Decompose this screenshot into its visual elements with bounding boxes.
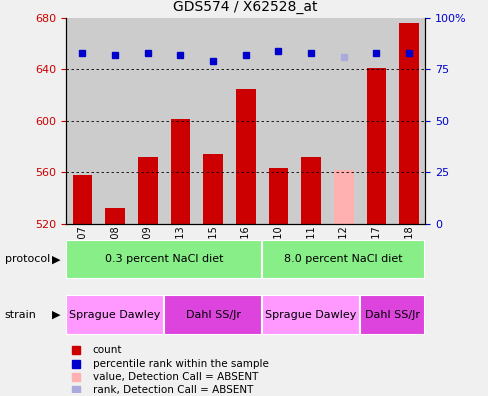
Bar: [235, 89, 255, 224]
Bar: [138, 157, 157, 224]
Text: ▶: ▶: [52, 310, 61, 320]
Bar: [170, 120, 190, 224]
Bar: [66, 18, 99, 224]
Bar: [196, 18, 229, 224]
Text: Dahl SS/Jr: Dahl SS/Jr: [365, 310, 419, 320]
Bar: [294, 18, 327, 224]
Bar: [262, 295, 359, 335]
Text: ▶: ▶: [52, 254, 61, 265]
Text: Sprague Dawley: Sprague Dawley: [265, 310, 356, 320]
Text: count: count: [93, 345, 122, 355]
Bar: [262, 18, 294, 224]
Bar: [333, 169, 353, 224]
Text: percentile rank within the sample: percentile rank within the sample: [93, 359, 268, 369]
Text: 0.3 percent NaCl diet: 0.3 percent NaCl diet: [104, 254, 223, 265]
Bar: [229, 18, 262, 224]
Bar: [203, 154, 223, 224]
Text: Sprague Dawley: Sprague Dawley: [69, 310, 161, 320]
Bar: [392, 18, 425, 224]
Title: GDS574 / X62528_at: GDS574 / X62528_at: [173, 0, 317, 14]
Bar: [262, 240, 425, 279]
Bar: [105, 208, 124, 224]
Bar: [366, 68, 386, 224]
Bar: [268, 168, 287, 224]
Text: strain: strain: [5, 310, 37, 320]
Bar: [327, 18, 359, 224]
Bar: [163, 295, 262, 335]
Bar: [99, 18, 131, 224]
Bar: [72, 175, 92, 224]
Bar: [359, 18, 392, 224]
Bar: [131, 18, 163, 224]
Bar: [66, 295, 163, 335]
Bar: [359, 295, 425, 335]
Text: rank, Detection Call = ABSENT: rank, Detection Call = ABSENT: [93, 385, 252, 396]
Bar: [66, 240, 262, 279]
Text: protocol: protocol: [5, 254, 50, 265]
Bar: [399, 23, 418, 224]
Text: value, Detection Call = ABSENT: value, Detection Call = ABSENT: [93, 372, 258, 382]
Bar: [163, 18, 196, 224]
Bar: [301, 157, 320, 224]
Text: 8.0 percent NaCl diet: 8.0 percent NaCl diet: [284, 254, 402, 265]
Text: Dahl SS/Jr: Dahl SS/Jr: [185, 310, 240, 320]
